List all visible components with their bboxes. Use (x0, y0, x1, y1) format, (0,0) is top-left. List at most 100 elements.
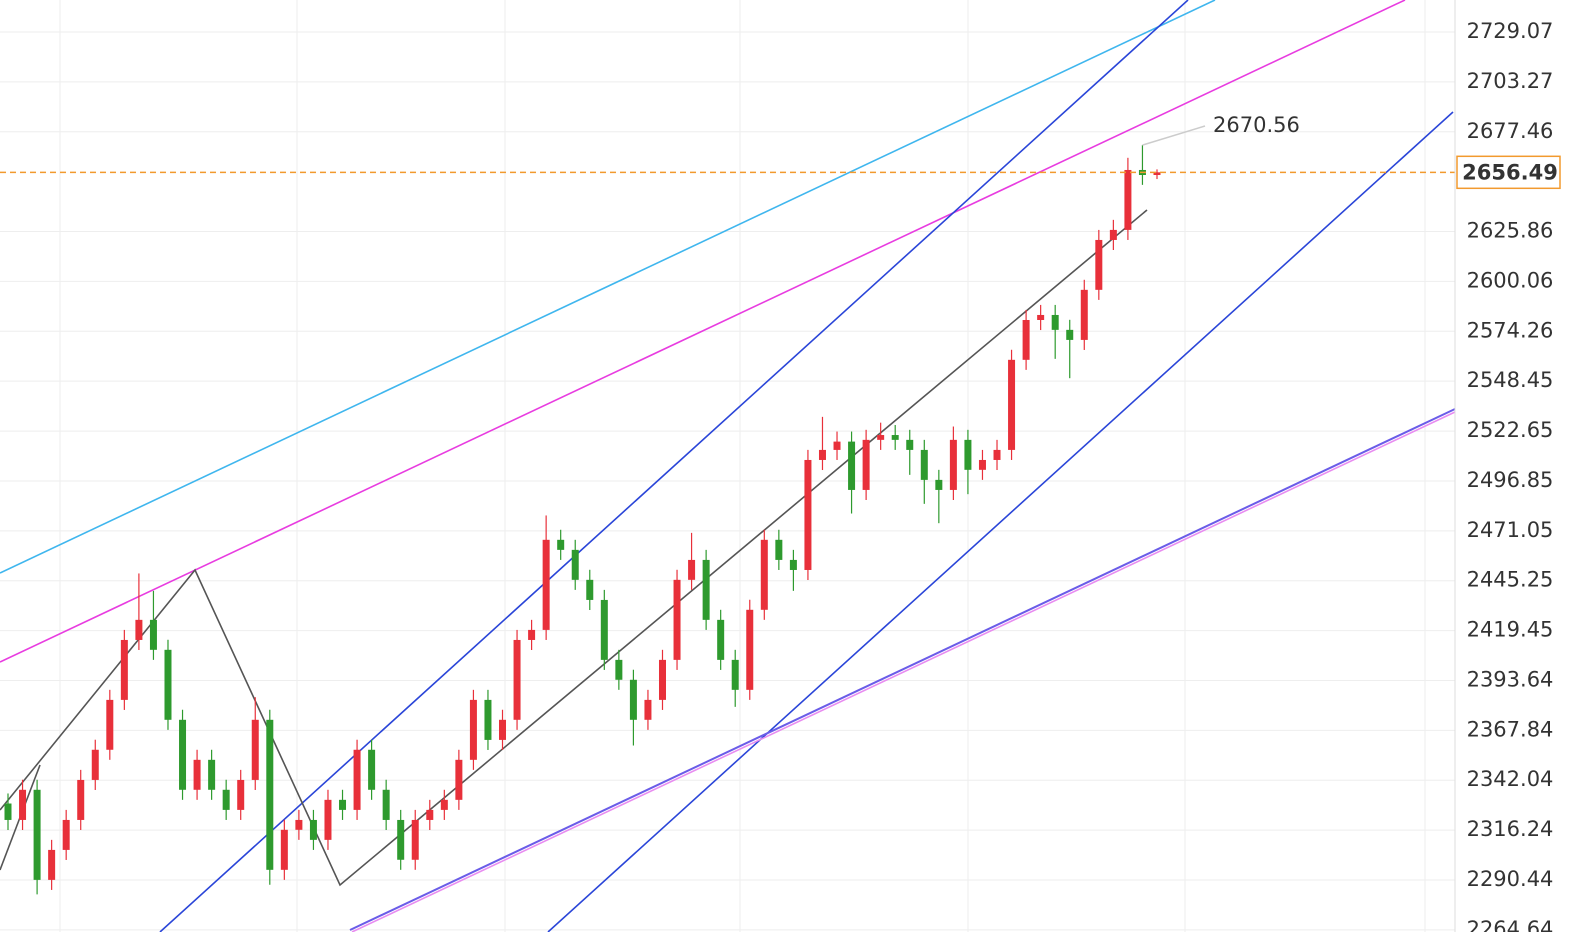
y-tick-label: 2471.05 (1467, 518, 1554, 542)
candle-body (775, 539, 783, 560)
candle-body (600, 599, 608, 660)
candle-body (557, 539, 565, 550)
high-marker-line (1142, 125, 1206, 146)
candle-body (789, 559, 797, 570)
candle-body (658, 659, 666, 700)
candle-body (1153, 172, 1161, 176)
candle-body (513, 639, 521, 720)
candle-body (688, 559, 696, 580)
candle-body (1022, 319, 1030, 360)
candle-body (1109, 229, 1117, 240)
candle-body (935, 479, 943, 490)
candle-body (237, 779, 245, 810)
y-tick-label: 2393.64 (1467, 667, 1554, 691)
y-tick-label: 2342.04 (1467, 767, 1554, 791)
y-tick-label: 2729.07 (1467, 19, 1554, 43)
candle-body (862, 439, 870, 490)
candle-body (280, 829, 288, 870)
trend-lines (0, 0, 1456, 932)
candle-body (309, 819, 317, 840)
y-tick-label: 2290.44 (1467, 867, 1554, 891)
candle-body (1080, 289, 1088, 340)
y-tick-label: 2574.26 (1467, 318, 1554, 342)
horizontal-grid (0, 31, 1455, 931)
candle-body (760, 539, 768, 610)
candle-body (397, 819, 405, 860)
candle-body (891, 435, 899, 440)
candle-body (193, 759, 201, 790)
candle-body (702, 559, 710, 620)
candle-body (731, 659, 739, 690)
candle-body (353, 749, 361, 810)
candle-body (499, 719, 507, 740)
candle-body (251, 719, 259, 780)
candle-body (484, 699, 492, 740)
candle-body (993, 449, 1001, 460)
candle-body (77, 779, 85, 820)
y-tick-label: 2264.64 (1467, 917, 1554, 932)
y-tick-label: 2445.25 (1467, 568, 1554, 592)
candle-body (586, 579, 594, 600)
candle-body (1008, 359, 1016, 450)
candle-body (149, 619, 157, 650)
candle-body (91, 749, 99, 780)
y-tick-label: 2316.24 (1467, 817, 1554, 841)
candle-body (266, 719, 274, 870)
y-tick-label: 2419.45 (1467, 618, 1554, 642)
last-price-label: 2656.49 (1462, 160, 1558, 184)
y-tick-label: 2600.06 (1467, 268, 1554, 292)
candle-body (382, 789, 390, 820)
y-tick-label: 2548.45 (1467, 368, 1554, 392)
candle-body (4, 803, 12, 820)
candle-body (179, 719, 187, 790)
candle-body (906, 439, 914, 450)
candle-body (120, 639, 128, 700)
high-marker-label: 2670.56 (1213, 113, 1300, 137)
candle-body (673, 579, 681, 660)
candle-body (644, 699, 652, 720)
y-tick-label: 2677.46 (1467, 119, 1554, 143)
candle-body (978, 459, 986, 470)
candle-body (949, 439, 957, 490)
candle-body (1095, 239, 1103, 290)
candle-body (440, 799, 448, 810)
candle-body (717, 619, 725, 660)
candle-body (615, 659, 623, 680)
candle-body (877, 435, 885, 440)
candles (4, 145, 1161, 895)
candle-body (629, 679, 637, 720)
vertical-grid (59, 0, 1426, 932)
candle-body (920, 449, 928, 480)
candle-body (222, 789, 230, 810)
candle-body (411, 819, 419, 860)
candle-body (469, 699, 477, 760)
candle-body (48, 849, 56, 880)
candle-body (135, 619, 143, 640)
candle-body (455, 759, 463, 800)
price-axis: 2264.64 2290.44 2316.24 2342.04 2367.84 2393.… (1467, 19, 1554, 932)
y-tick-label: 2522.65 (1467, 418, 1554, 442)
candle-body (964, 439, 972, 470)
candle-body (295, 819, 303, 830)
candle-body (848, 441, 856, 490)
candle-body (33, 789, 41, 880)
candle-body (1066, 329, 1074, 340)
candle-body (1124, 169, 1132, 230)
candle-body (528, 629, 536, 640)
y-tick-label: 2703.27 (1467, 69, 1554, 93)
candle-body (164, 649, 172, 720)
candle-body (818, 449, 826, 460)
candle-body (804, 459, 812, 570)
candle-body (746, 609, 754, 690)
candle-body (833, 441, 841, 450)
y-tick-label: 2625.86 (1467, 219, 1554, 243)
y-tick-label: 2496.85 (1467, 468, 1554, 492)
candle-body (571, 549, 579, 580)
last-price-box (1456, 155, 1561, 190)
candle-body (368, 749, 376, 790)
candle-body (542, 539, 550, 630)
candle-body (324, 799, 332, 840)
candle-body (106, 699, 114, 750)
candle-body (62, 819, 70, 850)
